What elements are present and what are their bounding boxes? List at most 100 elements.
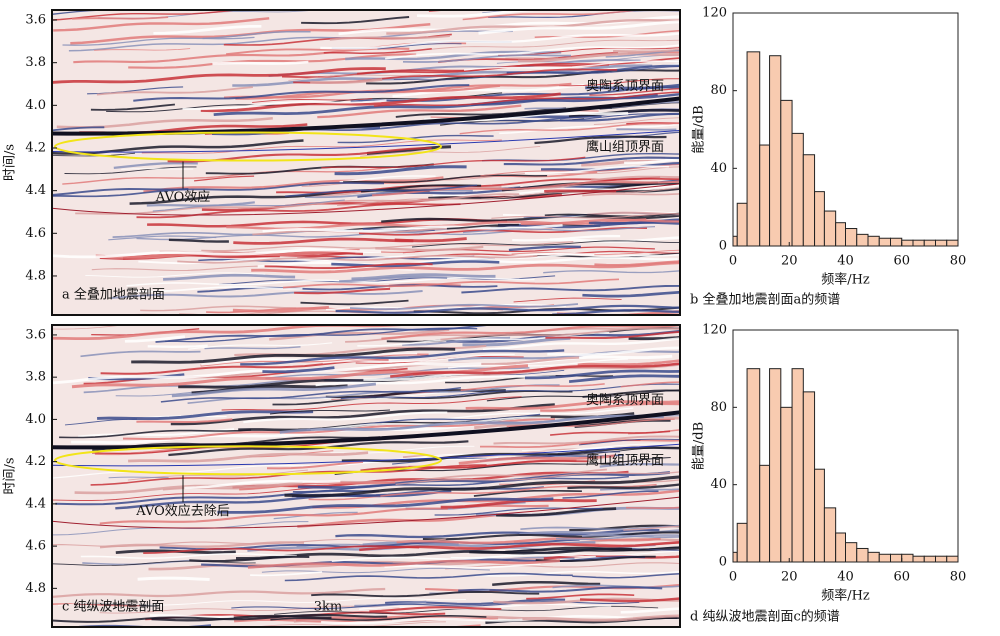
- reflector: [212, 60, 309, 66]
- histogram-bar: [878, 237, 891, 247]
- reflector: [284, 572, 573, 582]
- reflector: [170, 403, 555, 426]
- reflector: [321, 615, 634, 625]
- histogram-bar: [923, 239, 936, 247]
- reflector: [562, 490, 659, 499]
- y-tick-label: 4.0: [25, 412, 46, 427]
- annotation: 奥陶系顶界面: [586, 78, 664, 94]
- reflector: [521, 443, 680, 452]
- reflector: [160, 387, 461, 403]
- reflector: [146, 201, 255, 207]
- x-tick-label: 80: [950, 254, 967, 269]
- reflector: [339, 175, 436, 183]
- reflector: [534, 29, 680, 38]
- reflector: [499, 123, 680, 135]
- reflector: [277, 115, 602, 132]
- histogram-bar: [732, 235, 738, 247]
- reflector: [381, 325, 680, 340]
- reflector: [480, 439, 680, 448]
- reflector: [269, 328, 450, 341]
- reflector: [264, 262, 433, 270]
- reflector: [360, 145, 541, 157]
- reflector: [458, 586, 663, 593]
- y-tick-label: 4.6: [25, 226, 46, 241]
- reflector: [396, 537, 661, 545]
- histogram-bar: [912, 239, 925, 247]
- reflector: [494, 253, 680, 260]
- reflector: [202, 30, 311, 40]
- reflector: [543, 270, 680, 274]
- reflector: [446, 329, 680, 343]
- reflector: [262, 366, 335, 374]
- reflector: [221, 396, 522, 411]
- reflector: [331, 554, 596, 562]
- reflector: [108, 235, 217, 241]
- annotation: 鹰山组顶界面: [586, 452, 664, 468]
- reflector: [569, 524, 680, 532]
- reflector: [194, 175, 255, 182]
- reflector: [335, 304, 680, 314]
- y-axis-label: 时间/s: [3, 457, 18, 494]
- reflector: [337, 187, 680, 206]
- reflector: [137, 576, 210, 581]
- reflector: [185, 630, 605, 636]
- reflector: [252, 98, 373, 103]
- reflector: [512, 234, 621, 242]
- reflector: [52, 152, 136, 157]
- reflector: [110, 290, 423, 299]
- reflector: [472, 0, 820, 1]
- reflector: [128, 451, 369, 463]
- y-tick-label: 0: [719, 239, 727, 254]
- x-axis-label: 频率/Hz: [821, 272, 870, 288]
- reflector: [620, 381, 680, 388]
- reflector: [272, 390, 573, 406]
- histogram-bar: [802, 154, 816, 247]
- histogram-bar: [845, 228, 858, 247]
- y-tick-label: 4.6: [25, 539, 46, 554]
- reflector: [448, 358, 629, 369]
- reflector: [251, 261, 680, 274]
- reflector: [108, 476, 169, 479]
- reflector: [520, 524, 680, 531]
- reflector: [261, 567, 490, 574]
- reflector: [55, 489, 380, 506]
- reflector: [522, 614, 680, 622]
- reflector: [552, 309, 680, 315]
- reflector: [52, 10, 243, 21]
- reflector: [140, 305, 297, 312]
- reflector: [197, 628, 341, 632]
- reflector: [620, 607, 680, 614]
- reflector: [475, 570, 680, 577]
- reflector: [547, 346, 680, 357]
- y-tick-label: 40: [710, 161, 727, 176]
- reflector: [503, 546, 680, 553]
- reflector: [581, 534, 680, 539]
- reflector: [74, 481, 303, 495]
- reflector: [526, 593, 635, 600]
- reflector: [395, 471, 680, 486]
- reflector: [366, 69, 680, 85]
- reflector: [240, 349, 565, 366]
- reflector: [294, 287, 391, 295]
- y-axis-label: 能量/dB: [692, 105, 707, 153]
- y-tick-label: 40: [710, 477, 727, 492]
- reflector: [524, 165, 669, 175]
- reflector: [171, 382, 377, 398]
- reflector: [165, 327, 478, 343]
- histogram-bar: [890, 553, 903, 563]
- reflector: [505, 50, 680, 59]
- reflector: [197, 284, 498, 293]
- reflector: [599, 462, 680, 468]
- reflector: [568, 374, 680, 383]
- histogram-bar: [823, 507, 837, 563]
- reflector: [200, 92, 561, 113]
- reflector: [80, 553, 297, 559]
- histogram-bar: [769, 368, 782, 563]
- y-tick-label: 4.0: [25, 98, 46, 113]
- reflector: [626, 506, 680, 510]
- reflector: [465, 400, 680, 410]
- reflector: [459, 122, 680, 135]
- reflector: [85, 272, 266, 278]
- reflector: [567, 483, 680, 490]
